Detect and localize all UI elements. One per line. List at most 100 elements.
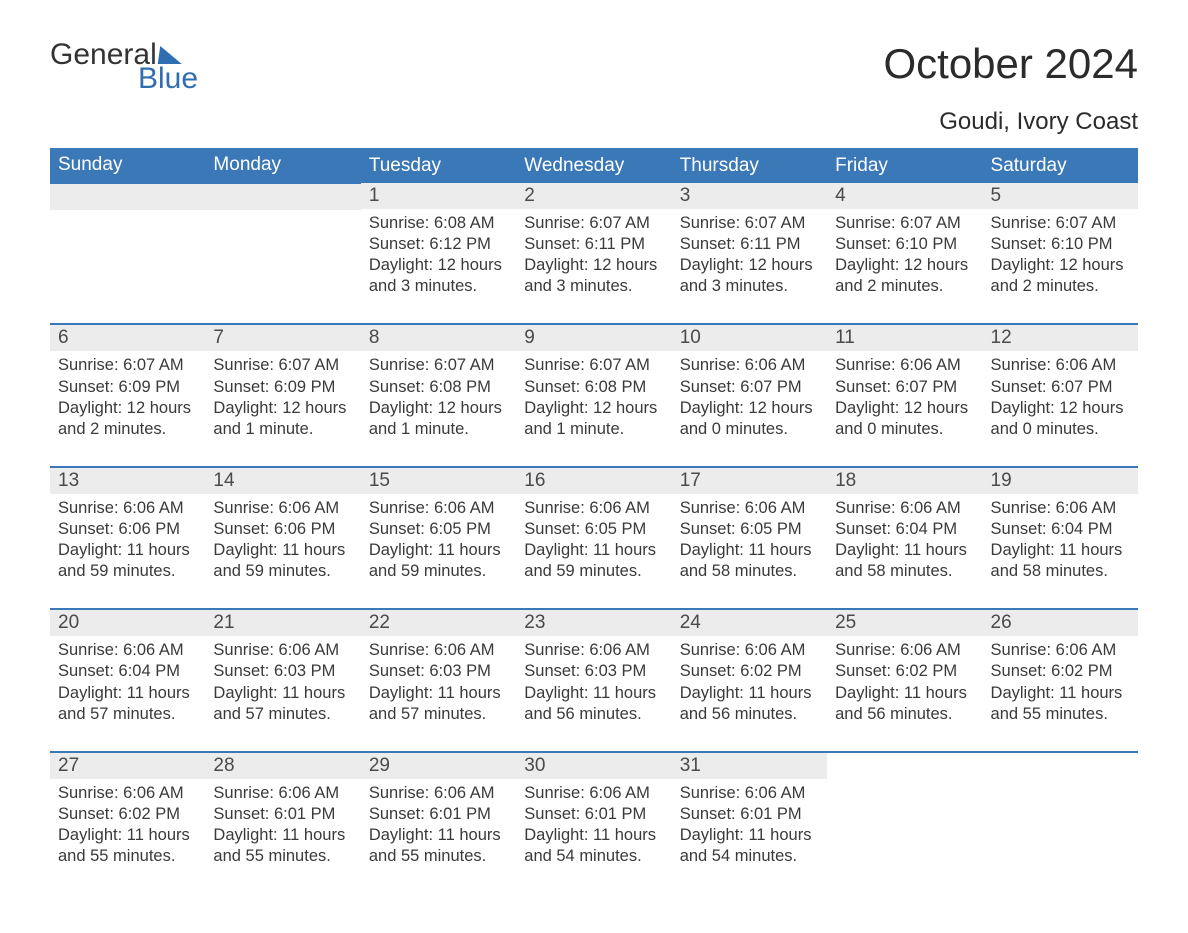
day-number: 6 — [50, 325, 205, 351]
day-number: 2 — [516, 183, 671, 209]
day-header: Monday — [205, 148, 360, 183]
day-sunrise: Sunrise: 6:06 AM — [524, 640, 663, 661]
day-number: 22 — [361, 610, 516, 636]
header: General Blue October 2024 Goudi, Ivory C… — [50, 40, 1138, 136]
calendar-day-cell: 28Sunrise: 6:06 AMSunset: 6:01 PMDayligh… — [205, 752, 360, 893]
calendar-week-row: 20Sunrise: 6:06 AMSunset: 6:04 PMDayligh… — [50, 609, 1138, 751]
day-number: 13 — [50, 468, 205, 494]
calendar-day-cell: 5 Sunrise: 6:07 AMSunset: 6:10 PMDaylight… — [983, 183, 1138, 324]
brand-triangle-icon — [157, 46, 184, 64]
day-dl1: Daylight: 11 hours — [524, 683, 663, 704]
day-details: Sunrise: 6:07 AMSunset: 6:09 PMDaylight:… — [58, 355, 197, 439]
day-sunrise: Sunrise: 6:07 AM — [213, 355, 352, 376]
brand-logo: General Blue — [50, 40, 198, 94]
day-dl2: and 3 minutes. — [524, 276, 663, 297]
day-sunrise: Sunrise: 6:06 AM — [58, 783, 197, 804]
month-title: October 2024 — [883, 40, 1138, 88]
day-sunset: Sunset: 6:02 PM — [680, 661, 819, 682]
day-sunset: Sunset: 6:03 PM — [369, 661, 508, 682]
day-sunset: Sunset: 6:04 PM — [991, 519, 1130, 540]
day-dl2: and 3 minutes. — [680, 276, 819, 297]
calendar-day-cell: 13Sunrise: 6:06 AMSunset: 6:06 PMDayligh… — [50, 467, 205, 609]
day-details: Sunrise: 6:06 AMSunset: 6:01 PMDaylight:… — [369, 783, 508, 867]
day-number: 1 — [361, 183, 516, 209]
day-number: 5 — [983, 183, 1138, 209]
calendar-empty-cell — [205, 183, 360, 324]
day-dl1: Daylight: 11 hours — [369, 683, 508, 704]
day-sunset: Sunset: 6:04 PM — [835, 519, 974, 540]
day-sunset: Sunset: 6:11 PM — [524, 234, 663, 255]
day-details: Sunrise: 6:06 AMSunset: 6:01 PMDaylight:… — [524, 783, 663, 867]
day-dl1: Daylight: 11 hours — [58, 540, 197, 561]
day-details: Sunrise: 6:06 AMSunset: 6:02 PMDaylight:… — [680, 640, 819, 724]
day-details: Sunrise: 6:07 AMSunset: 6:10 PMDaylight:… — [991, 213, 1130, 297]
day-details: Sunrise: 6:06 AMSunset: 6:02 PMDaylight:… — [991, 640, 1130, 724]
day-sunset: Sunset: 6:02 PM — [835, 661, 974, 682]
calendar-day-cell: 18Sunrise: 6:06 AMSunset: 6:04 PMDayligh… — [827, 467, 982, 609]
day-dl1: Daylight: 11 hours — [369, 825, 508, 846]
day-details: Sunrise: 6:06 AMSunset: 6:03 PMDaylight:… — [213, 640, 352, 724]
day-dl2: and 1 minute. — [213, 419, 352, 440]
day-dl1: Daylight: 12 hours — [369, 398, 508, 419]
day-details: Sunrise: 6:08 AMSunset: 6:12 PMDaylight:… — [369, 213, 508, 297]
day-sunset: Sunset: 6:03 PM — [213, 661, 352, 682]
day-number: 4 — [827, 183, 982, 209]
day-sunrise: Sunrise: 6:06 AM — [369, 783, 508, 804]
day-number: 27 — [50, 753, 205, 779]
day-dl2: and 0 minutes. — [680, 419, 819, 440]
day-header: Tuesday — [361, 148, 516, 183]
day-sunrise: Sunrise: 6:06 AM — [835, 355, 974, 376]
day-dl1: Daylight: 11 hours — [213, 540, 352, 561]
day-dl1: Daylight: 11 hours — [835, 540, 974, 561]
calendar-day-cell: 10Sunrise: 6:06 AMSunset: 6:07 PMDayligh… — [672, 324, 827, 466]
day-dl1: Daylight: 12 hours — [991, 398, 1130, 419]
day-dl2: and 57 minutes. — [369, 704, 508, 725]
day-dl1: Daylight: 11 hours — [524, 825, 663, 846]
day-sunrise: Sunrise: 6:06 AM — [835, 640, 974, 661]
day-sunrise: Sunrise: 6:06 AM — [991, 355, 1130, 376]
calendar-day-cell: 22 Sunrise: 6:06 AMSunset: 6:03 PMDayligh… — [361, 609, 516, 751]
day-sunrise: Sunrise: 6:06 AM — [58, 498, 197, 519]
calendar-day-cell: 4 Sunrise: 6:07 AMSunset: 6:10 PMDaylight… — [827, 183, 982, 324]
day-sunset: Sunset: 6:01 PM — [369, 804, 508, 825]
day-sunrise: Sunrise: 6:07 AM — [680, 213, 819, 234]
day-details: Sunrise: 6:07 AMSunset: 6:08 PMDaylight:… — [524, 355, 663, 439]
day-dl1: Daylight: 12 hours — [991, 255, 1130, 276]
day-dl2: and 0 minutes. — [835, 419, 974, 440]
day-details: Sunrise: 6:07 AMSunset: 6:10 PMDaylight:… — [835, 213, 974, 297]
day-dl1: Daylight: 11 hours — [213, 683, 352, 704]
day-dl2: and 2 minutes. — [991, 276, 1130, 297]
day-dl1: Daylight: 12 hours — [680, 255, 819, 276]
day-details: Sunrise: 6:06 AMSunset: 6:05 PMDaylight:… — [369, 498, 508, 582]
calendar-week-row: 13Sunrise: 6:06 AMSunset: 6:06 PMDayligh… — [50, 467, 1138, 609]
day-details: Sunrise: 6:07 AMSunset: 6:11 PMDaylight:… — [524, 213, 663, 297]
calendar-day-cell: 21Sunrise: 6:06 AMSunset: 6:03 PMDayligh… — [205, 609, 360, 751]
day-dl2: and 56 minutes. — [680, 704, 819, 725]
day-sunrise: Sunrise: 6:06 AM — [680, 355, 819, 376]
location-label: Goudi, Ivory Coast — [883, 108, 1138, 136]
day-number: 31 — [672, 753, 827, 779]
day-sunrise: Sunrise: 6:06 AM — [369, 640, 508, 661]
day-dl1: Daylight: 12 hours — [524, 398, 663, 419]
day-number: 24 — [672, 610, 827, 636]
day-sunset: Sunset: 6:10 PM — [991, 234, 1130, 255]
day-sunrise: Sunrise: 6:06 AM — [991, 640, 1130, 661]
day-details: Sunrise: 6:06 AMSunset: 6:01 PMDaylight:… — [680, 783, 819, 867]
calendar-day-cell: 11Sunrise: 6:06 AMSunset: 6:07 PMDayligh… — [827, 324, 982, 466]
day-sunset: Sunset: 6:03 PM — [524, 661, 663, 682]
day-dl1: Daylight: 11 hours — [58, 825, 197, 846]
calendar-table: SundayMondayTuesdayWednesdayThursdayFrid… — [50, 148, 1138, 893]
day-number: 17 — [672, 468, 827, 494]
calendar-day-cell: 7Sunrise: 6:07 AMSunset: 6:09 PMDaylight… — [205, 324, 360, 466]
day-details: Sunrise: 6:07 AMSunset: 6:08 PMDaylight:… — [369, 355, 508, 439]
calendar-day-cell: 9Sunrise: 6:07 AMSunset: 6:08 PMDaylight… — [516, 324, 671, 466]
day-sunset: Sunset: 6:07 PM — [991, 377, 1130, 398]
day-dl1: Daylight: 11 hours — [58, 683, 197, 704]
day-number: 25 — [827, 610, 982, 636]
day-dl2: and 55 minutes. — [369, 846, 508, 867]
day-dl2: and 2 minutes. — [835, 276, 974, 297]
day-sunrise: Sunrise: 6:06 AM — [213, 498, 352, 519]
day-dl2: and 1 minute. — [369, 419, 508, 440]
day-sunset: Sunset: 6:02 PM — [58, 804, 197, 825]
calendar-day-cell: 27 Sunrise: 6:06 AMSunset: 6:02 PMDayligh… — [50, 752, 205, 893]
